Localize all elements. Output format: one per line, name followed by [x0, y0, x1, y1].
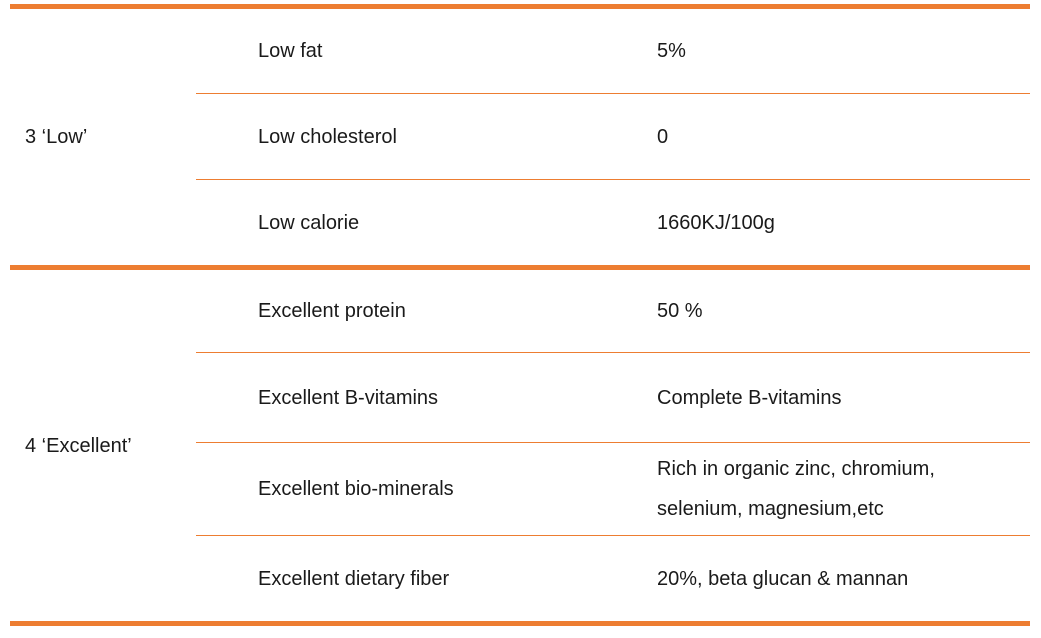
nutrition-table: 3 ‘Low’ Low fat 5% Low cholesterol 0 Low…: [10, 4, 1030, 626]
row-value-excellent-protein: 50 %: [596, 265, 1030, 353]
row-label-excellent-protein: Excellent protein: [196, 265, 596, 353]
row-label-low-cholesterol: Low cholesterol: [196, 94, 596, 180]
table-row: 3 ‘Low’ Low fat 5%: [10, 9, 1030, 265]
row-value-low-calorie: 1660KJ/100g: [596, 180, 1030, 265]
row-value-excellent-b-vitamins: Complete B-vitamins: [596, 353, 1030, 443]
row-value-excellent-dietary-fiber: 20%, beta glucan & mannan: [596, 536, 1030, 621]
table-row: Low calorie 1660KJ/100g: [10, 180, 1030, 265]
row-label-low-calorie: Low calorie: [196, 180, 596, 265]
row-value-low-fat: 5%: [596, 9, 1030, 94]
row-value-excellent-bio-minerals: Rich in organic zinc, chromium, selenium…: [596, 443, 1030, 536]
page: 3 ‘Low’ Low fat 5% Low cholesterol 0 Low…: [10, 4, 1030, 626]
table-row: 4 ‘Excellent’ Excellent protein 50 %: [10, 265, 1030, 621]
group-label-low: 3 ‘Low’: [10, 9, 196, 265]
table-row: Excellent dietary fiber 20%, beta glucan…: [10, 536, 1030, 621]
table-row: Low cholesterol 0: [10, 94, 1030, 180]
row-label-low-fat: Low fat: [196, 9, 596, 94]
row-value-low-cholesterol: 0: [596, 94, 1030, 180]
row-label-excellent-bio-minerals: Excellent bio-minerals: [196, 443, 596, 536]
row-label-excellent-dietary-fiber: Excellent dietary fiber: [196, 536, 596, 621]
table-row: Excellent bio-minerals Rich in organic z…: [10, 443, 1030, 536]
table-row: Excellent B-vitamins Complete B-vitamins: [10, 353, 1030, 443]
group-label-excellent: 4 ‘Excellent’: [10, 265, 196, 621]
row-label-excellent-b-vitamins: Excellent B-vitamins: [196, 353, 596, 443]
